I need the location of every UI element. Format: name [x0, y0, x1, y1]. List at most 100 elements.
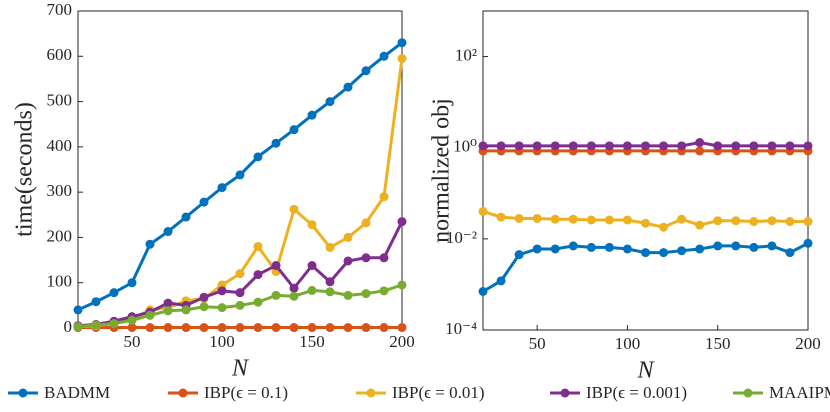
point [586, 242, 596, 252]
legend-item: IBP(ϵ = 0.1) [168, 383, 288, 402]
point [235, 323, 245, 333]
y-tick-label: 500 [47, 90, 73, 109]
y-tick-label: 100 [47, 272, 73, 291]
point [307, 285, 317, 295]
point [253, 241, 263, 251]
point [217, 323, 227, 333]
point [253, 152, 263, 162]
point [478, 141, 488, 151]
y-tick-label: 10² [455, 45, 477, 64]
legend-marker [18, 388, 28, 398]
y-axis-label: time(seconds) [12, 102, 38, 237]
axes-box [482, 10, 809, 331]
point [803, 238, 813, 248]
y-tick-label: 700 [47, 0, 73, 19]
point [695, 138, 705, 148]
legend-label: IBP(ϵ = 0.001) [586, 383, 687, 402]
point [127, 323, 137, 333]
point [145, 310, 155, 320]
legend-marker [178, 388, 188, 398]
point [163, 323, 173, 333]
point [325, 97, 335, 107]
y-tick-label: 0 [64, 317, 73, 336]
legend-item: IBP(ϵ = 0.01) [356, 383, 485, 402]
y-tick-label: 10⁻⁴ [445, 319, 477, 338]
point [677, 214, 687, 224]
point [307, 220, 317, 230]
legend-label: MAAIPM [769, 383, 830, 402]
point [325, 242, 335, 252]
point [307, 261, 317, 271]
point [343, 323, 353, 333]
point [496, 212, 506, 222]
legend-item: BADMM [8, 383, 110, 402]
point [379, 286, 389, 296]
y-tick-label: 300 [47, 181, 73, 200]
legend-marker [560, 388, 570, 398]
point [532, 213, 542, 223]
point [127, 315, 137, 325]
x-axis-label: N [231, 356, 250, 382]
point [379, 51, 389, 61]
y-tick-label: 600 [47, 45, 73, 64]
point [199, 323, 209, 333]
point [163, 298, 173, 308]
point [163, 227, 173, 237]
point [749, 217, 759, 227]
point [803, 141, 813, 151]
point [659, 222, 669, 232]
point [73, 305, 83, 315]
y-axis-label: normalized obj [429, 98, 455, 243]
point [253, 297, 263, 307]
point [568, 214, 578, 224]
point [532, 244, 542, 254]
point [307, 110, 317, 120]
axes-box [77, 10, 403, 329]
point [343, 232, 353, 242]
point [289, 125, 299, 135]
point [235, 300, 245, 310]
point [271, 290, 281, 300]
x-tick-label: 200 [389, 332, 415, 351]
point [379, 253, 389, 263]
point [271, 323, 281, 333]
point [496, 141, 506, 151]
point [181, 323, 191, 333]
point [731, 241, 741, 251]
point [568, 141, 578, 151]
point [550, 141, 560, 151]
point [235, 269, 245, 279]
point [397, 54, 407, 64]
point [91, 297, 101, 307]
point [163, 306, 173, 316]
point [532, 141, 542, 151]
point [235, 170, 245, 180]
point [677, 246, 687, 256]
point [271, 261, 281, 271]
point [379, 192, 389, 202]
x-tick-label: 100 [209, 332, 235, 351]
point [785, 141, 795, 151]
point [586, 141, 596, 151]
legend-item: IBP(ϵ = 0.001) [550, 383, 687, 402]
x-tick-label: 100 [615, 334, 641, 353]
point [604, 141, 614, 151]
point [731, 216, 741, 226]
point [677, 141, 687, 151]
point [289, 291, 299, 301]
point [586, 215, 596, 225]
point [695, 244, 705, 254]
point [641, 248, 650, 258]
point [343, 256, 353, 266]
point [397, 323, 407, 333]
point [550, 244, 560, 254]
point [659, 248, 669, 258]
point [514, 213, 524, 223]
point [289, 323, 299, 333]
point [478, 286, 488, 296]
point [514, 141, 524, 151]
point [713, 241, 723, 251]
point [397, 217, 407, 227]
point [181, 305, 191, 315]
